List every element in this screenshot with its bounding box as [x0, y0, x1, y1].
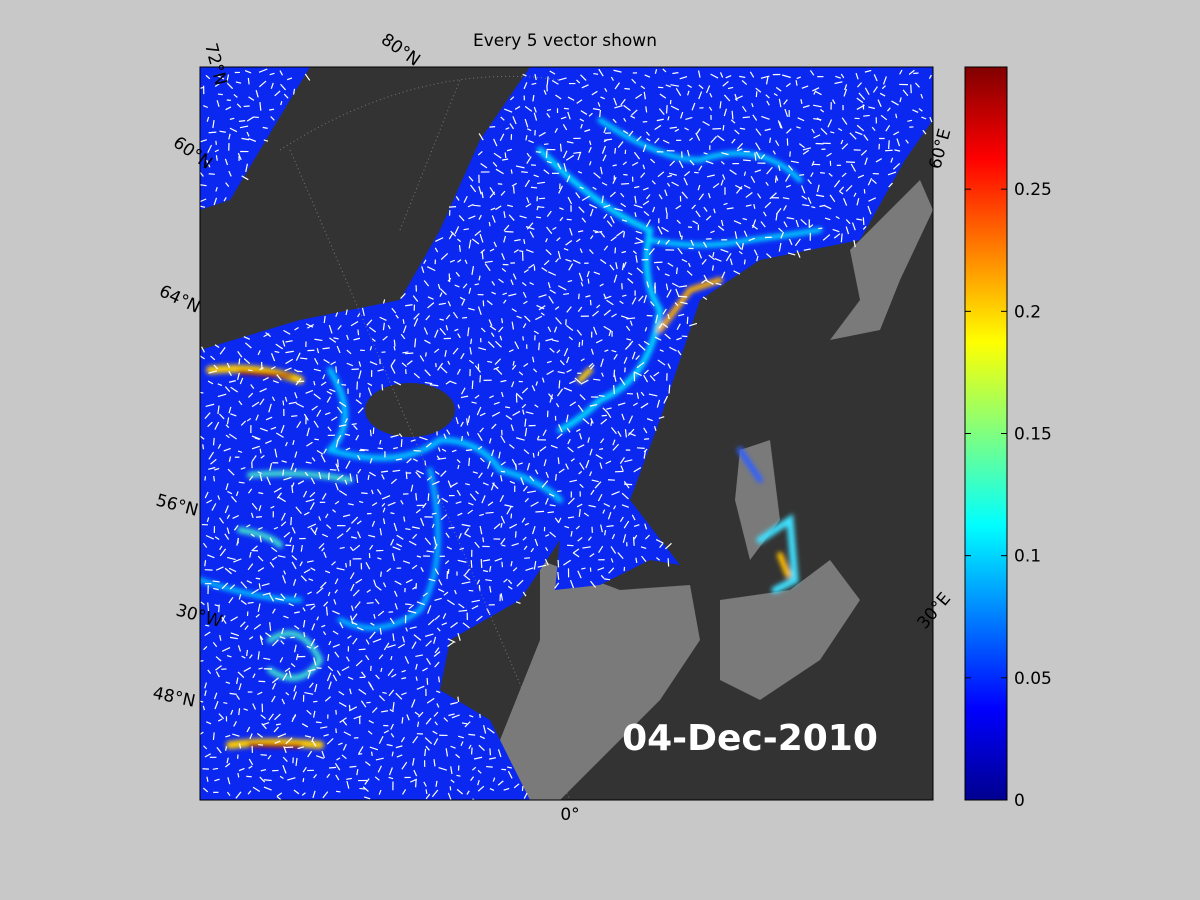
- iceland: [365, 383, 455, 437]
- ocean: [200, 67, 933, 800]
- graticule-label: 0°: [560, 805, 579, 825]
- colorbar-tick-label: 0.25: [1014, 180, 1052, 200]
- graticule-label: 48°N: [151, 683, 197, 711]
- graticule-label: 56°N: [154, 491, 201, 521]
- graticule: [279, 75, 571, 800]
- map-frame: [199, 66, 934, 801]
- shelf: [500, 560, 700, 800]
- colorbar-tick-label: 0.1: [1014, 547, 1041, 567]
- vectors: [200, 68, 933, 800]
- colorbar-tick-label: 0: [1014, 791, 1025, 811]
- shelf: [720, 440, 860, 700]
- graticule-label: 80°N: [377, 30, 424, 71]
- colorbar-ticks: 0 0.05 0.1 0.15 0.2 0.25: [965, 180, 1052, 811]
- colorbar-tick-label: 0.05: [1014, 669, 1052, 689]
- colorbar: [964, 66, 1008, 801]
- date-label: 04-Dec-2010: [622, 718, 878, 759]
- map: [200, 67, 933, 800]
- shelf: [830, 180, 933, 340]
- colorbar-tick-label: 0.15: [1014, 425, 1052, 445]
- graticule-label: 64°N: [156, 281, 203, 317]
- title: Every 5 vector shown: [473, 31, 657, 51]
- colorbar-tick-label: 0.2: [1014, 302, 1041, 322]
